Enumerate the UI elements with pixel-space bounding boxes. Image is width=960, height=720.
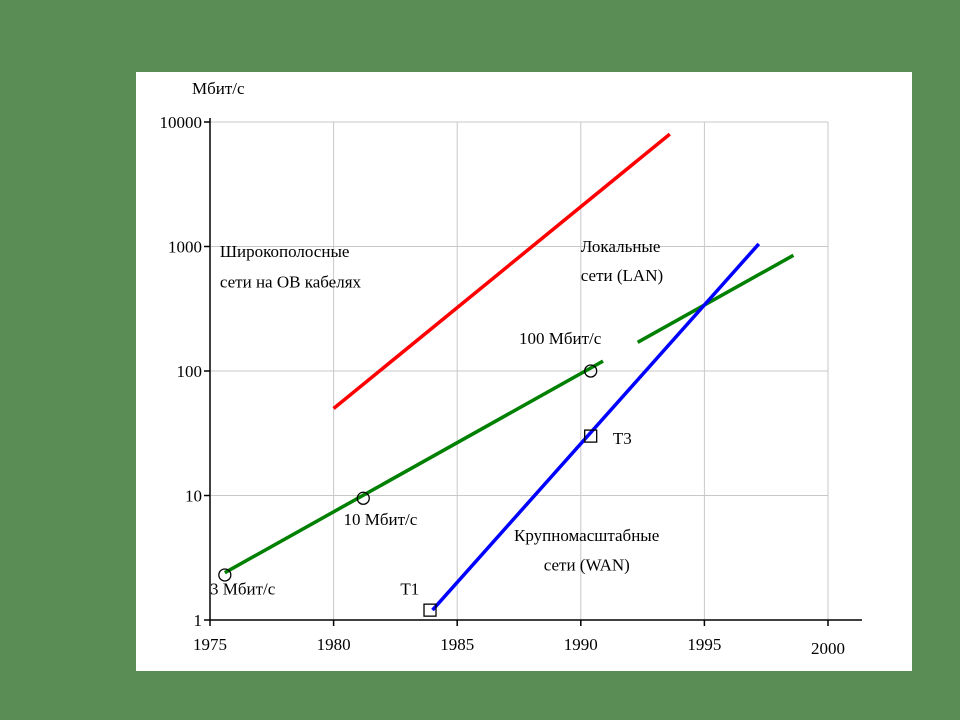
annotation: Т1: [400, 580, 419, 599]
circle-marker: [584, 364, 598, 378]
annotation: Т3: [613, 429, 632, 448]
series-line: [636, 253, 795, 344]
square-marker: [584, 429, 598, 443]
y-axis-label: Мбит/с: [192, 79, 245, 98]
y-tick-label: 10000: [160, 113, 203, 132]
x-tick-label: 1985: [440, 635, 474, 654]
series-line: [332, 132, 671, 410]
annotation: 10 Мбит/с: [343, 510, 417, 529]
annotation: Крупномасштабные: [514, 526, 659, 545]
series-line: [223, 359, 604, 575]
annotation: сети (LAN): [581, 266, 663, 285]
x-tick-label: 1975: [193, 635, 227, 654]
x-tick-label: 1980: [317, 635, 351, 654]
circle-marker: [218, 568, 232, 582]
series-line: [431, 242, 761, 612]
y-tick-label: 1: [194, 611, 203, 630]
x-tick-label: 1995: [687, 635, 721, 654]
chart-panel: 1 10 100 1000 10000 1975 1980 1985 1990 1995 2000 М…: [136, 72, 912, 671]
y-tick-label: 100: [177, 362, 203, 381]
annotation: 100 Мбит/с: [519, 329, 602, 348]
x-tick-label: 1990: [564, 635, 598, 654]
chart-svg: 1 10 100 1000 10000 1975 1980 1985 1990 1995 2000 М…: [160, 79, 862, 658]
y-tick-label: 10: [185, 487, 202, 506]
annotation: 3 Мбит/с: [210, 580, 276, 599]
square-marker: [423, 603, 437, 617]
y-tick-label: 1000: [168, 238, 202, 257]
annotation: сети (WAN): [544, 555, 630, 574]
x-tick-label: 2000: [811, 639, 845, 658]
annotation: Локальные: [581, 237, 661, 256]
annotation: сети на ОВ кабелях: [220, 272, 362, 291]
circle-marker: [356, 491, 370, 505]
annotation: Широкополосные: [220, 242, 350, 261]
